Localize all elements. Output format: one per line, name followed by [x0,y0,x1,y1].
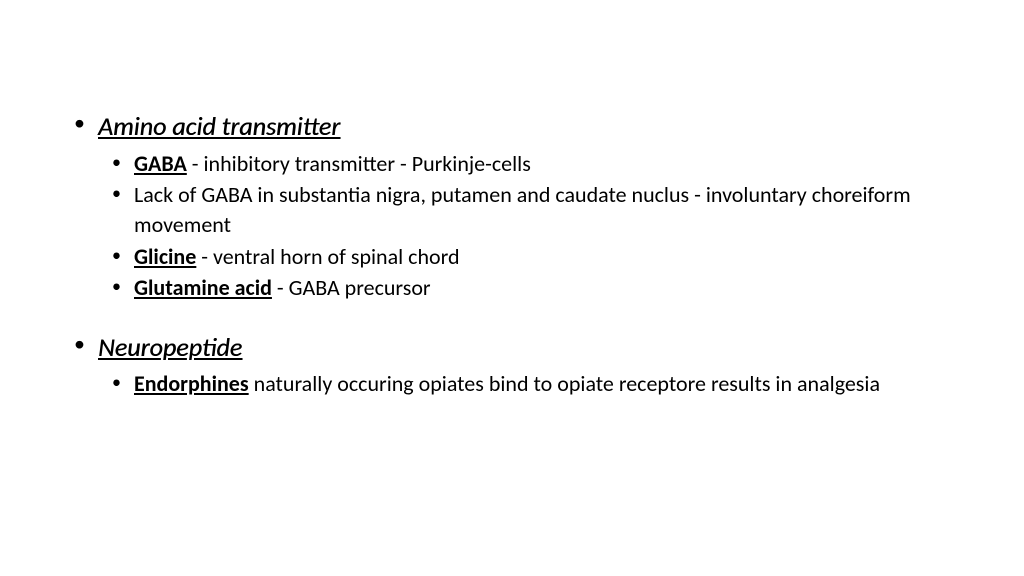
list-item: GABA - inhibitory transmitter - Purkinje… [110,149,954,179]
item-text: - ventral horn of spinal chord [196,243,459,270]
list-item: Glutamine acid - GABA precursor [110,273,954,303]
term: Glutamine acid [134,274,272,301]
bullet-list-level1: Amino acid transmitter GABA - inhibitory… [70,110,954,399]
section-amino-acid: Amino acid transmitter GABA - inhibitory… [70,110,954,303]
term: Glicine [134,243,196,270]
list-item: Glicine - ventral horn of spinal chord [110,242,954,272]
term: GABA [134,150,187,177]
term: Endorphines [134,370,249,397]
section-title: Amino acid transmitter [98,110,340,142]
list-item: Lack of GABA in substantia nigra, putame… [110,180,954,239]
slide: Amino acid transmitter GABA - inhibitory… [0,0,1024,399]
item-text: Lack of GABA in substantia nigra, putame… [134,181,911,238]
bullet-list-level2: GABA - inhibitory transmitter - Purkinje… [110,149,954,303]
item-text: - GABA precursor [272,274,431,301]
item-text: naturally occuring opiates bind to opiat… [249,370,880,397]
item-text: - inhibitory transmitter - Purkinje-cell… [187,150,531,177]
bullet-list-level2: Endorphines naturally occuring opiates b… [110,369,954,399]
section-neuropeptide: Neuropeptide Endorphines naturally occur… [70,331,954,399]
section-title: Neuropeptide [98,331,242,363]
list-item: Endorphines naturally occuring opiates b… [110,369,954,399]
